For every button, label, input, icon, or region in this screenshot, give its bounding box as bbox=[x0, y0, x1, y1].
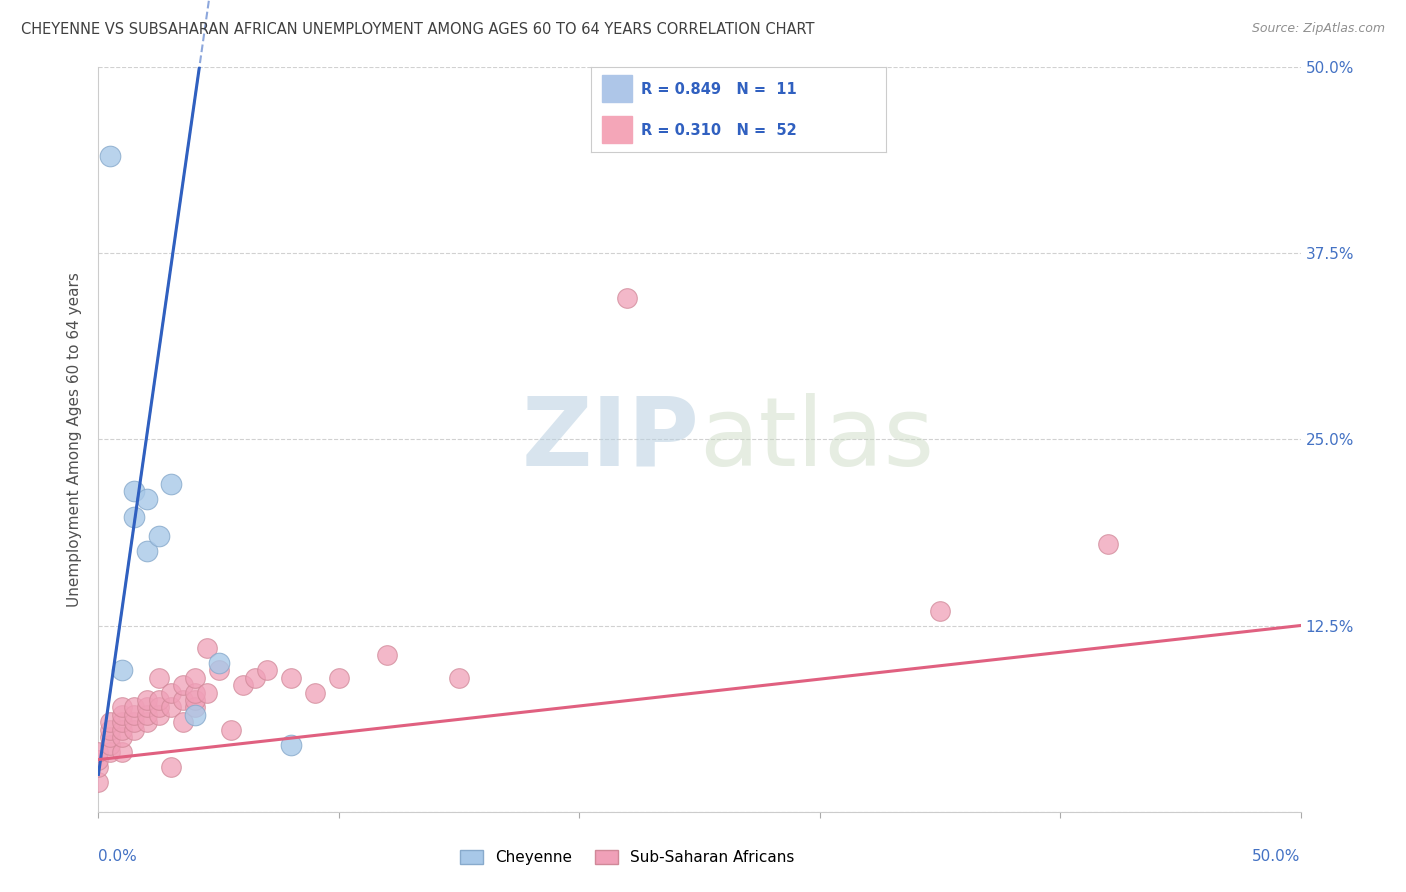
Point bbox=[243, 671, 266, 685]
Point bbox=[447, 671, 470, 685]
Point bbox=[111, 723, 134, 737]
Point bbox=[195, 640, 218, 655]
Point bbox=[148, 529, 170, 543]
Point bbox=[183, 685, 205, 699]
Point bbox=[87, 753, 110, 767]
Point bbox=[183, 700, 205, 714]
Legend: Cheyenne, Sub-Saharan Africans: Cheyenne, Sub-Saharan Africans bbox=[454, 844, 801, 871]
Point bbox=[135, 544, 157, 558]
Point bbox=[148, 693, 170, 707]
Point bbox=[280, 671, 302, 685]
Bar bbox=[602, 116, 631, 143]
Point bbox=[183, 671, 205, 685]
Point bbox=[195, 685, 218, 699]
Point bbox=[148, 700, 170, 714]
Point bbox=[304, 685, 326, 699]
Point bbox=[135, 491, 157, 506]
Point bbox=[928, 604, 950, 618]
Text: CHEYENNE VS SUBSAHARAN AFRICAN UNEMPLOYMENT AMONG AGES 60 TO 64 YEARS CORRELATIO: CHEYENNE VS SUBSAHARAN AFRICAN UNEMPLOYM… bbox=[21, 22, 814, 37]
Point bbox=[100, 738, 122, 752]
Point bbox=[135, 707, 157, 722]
Point bbox=[183, 693, 205, 707]
Point bbox=[135, 715, 157, 730]
Point bbox=[87, 760, 110, 774]
Point bbox=[111, 707, 134, 722]
Point bbox=[100, 730, 122, 744]
Point bbox=[159, 760, 181, 774]
Point bbox=[100, 149, 122, 163]
Point bbox=[124, 509, 146, 524]
Point bbox=[208, 663, 231, 677]
Point bbox=[100, 723, 122, 737]
Point bbox=[124, 700, 146, 714]
Point bbox=[148, 671, 170, 685]
Point bbox=[172, 715, 194, 730]
Text: 0.0%: 0.0% bbox=[98, 849, 138, 863]
Text: atlas: atlas bbox=[700, 392, 935, 486]
Point bbox=[232, 678, 254, 692]
Point bbox=[159, 700, 181, 714]
Point bbox=[172, 678, 194, 692]
Point bbox=[159, 477, 181, 491]
Point bbox=[87, 775, 110, 789]
Text: ZIP: ZIP bbox=[522, 392, 700, 486]
Point bbox=[256, 663, 278, 677]
Point bbox=[124, 707, 146, 722]
Point bbox=[111, 700, 134, 714]
Point bbox=[111, 663, 134, 677]
Point bbox=[124, 723, 146, 737]
Point bbox=[375, 648, 398, 663]
Point bbox=[148, 707, 170, 722]
Point bbox=[183, 707, 205, 722]
Point bbox=[159, 685, 181, 699]
Bar bbox=[602, 76, 631, 103]
Point bbox=[135, 693, 157, 707]
Point bbox=[280, 738, 302, 752]
Point bbox=[208, 656, 231, 670]
Y-axis label: Unemployment Among Ages 60 to 64 years: Unemployment Among Ages 60 to 64 years bbox=[67, 272, 83, 607]
Text: R = 0.849   N =  11: R = 0.849 N = 11 bbox=[641, 82, 796, 97]
Point bbox=[100, 715, 122, 730]
Point bbox=[135, 700, 157, 714]
Point bbox=[124, 715, 146, 730]
Point bbox=[111, 715, 134, 730]
Point bbox=[87, 745, 110, 759]
Point bbox=[328, 671, 350, 685]
Point bbox=[111, 745, 134, 759]
Point bbox=[1097, 536, 1119, 550]
Point bbox=[111, 730, 134, 744]
Point bbox=[124, 484, 146, 499]
Text: 50.0%: 50.0% bbox=[1253, 849, 1301, 863]
Text: R = 0.310   N =  52: R = 0.310 N = 52 bbox=[641, 123, 796, 138]
Point bbox=[172, 693, 194, 707]
Point bbox=[219, 723, 242, 737]
Point bbox=[616, 291, 638, 305]
Text: Source: ZipAtlas.com: Source: ZipAtlas.com bbox=[1251, 22, 1385, 36]
Point bbox=[100, 745, 122, 759]
